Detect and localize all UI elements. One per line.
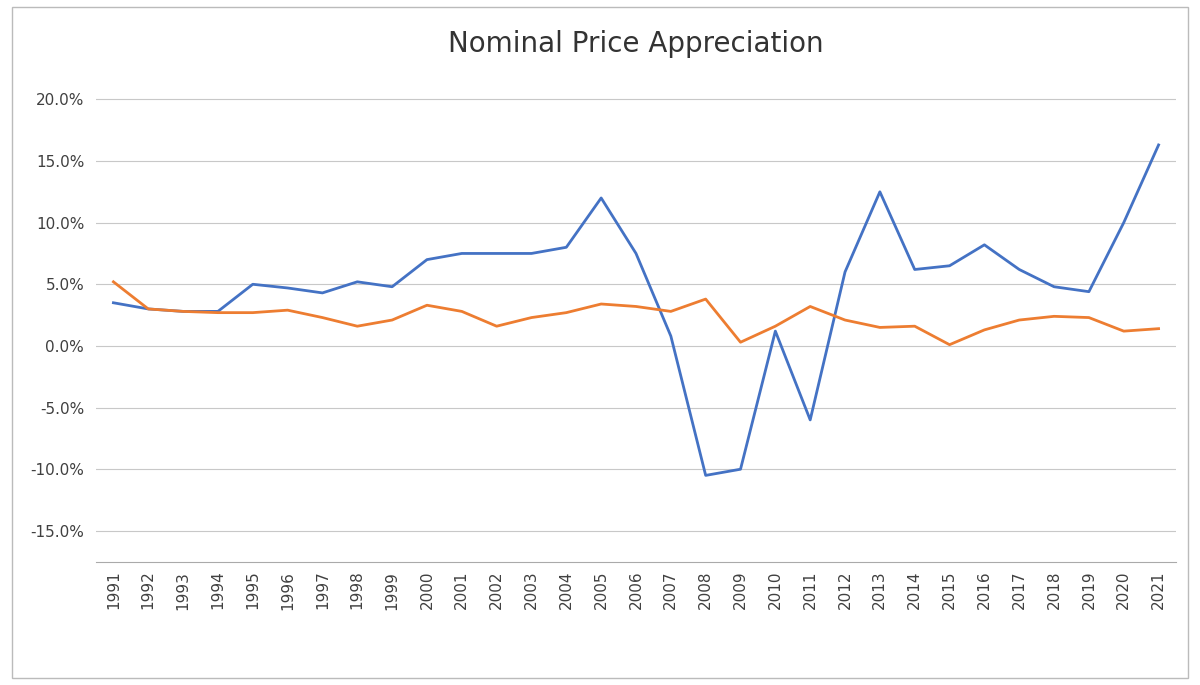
- CPI: [490, 322, 504, 330]
- Nominal Price Appreciation: [664, 332, 678, 340]
- CPI: [455, 308, 469, 316]
- Nominal Price Appreciation: [316, 289, 330, 297]
- CPI: [1116, 327, 1130, 335]
- Nominal Price Appreciation: [629, 249, 643, 258]
- CPI: [1081, 314, 1096, 322]
- Nominal Price Appreciation: [768, 327, 782, 335]
- Nominal Price Appreciation: [1081, 288, 1096, 296]
- Nominal Price Appreciation: [420, 256, 434, 264]
- CPI: [872, 323, 887, 332]
- Nominal Price Appreciation: [733, 465, 748, 473]
- CPI: [107, 277, 121, 286]
- CPI: [142, 305, 156, 313]
- CPI: [594, 300, 608, 308]
- Nominal Price Appreciation: [698, 471, 713, 480]
- Nominal Price Appreciation: [907, 265, 922, 273]
- CPI: [907, 322, 922, 330]
- Line: CPI: CPI: [114, 282, 1158, 345]
- Nominal Price Appreciation: [942, 262, 956, 270]
- CPI: [385, 316, 400, 324]
- CPI: [246, 308, 260, 316]
- Nominal Price Appreciation: [281, 284, 295, 292]
- CPI: [281, 306, 295, 314]
- CPI: [768, 322, 782, 330]
- CPI: [977, 326, 991, 334]
- CPI: [1012, 316, 1026, 324]
- CPI: [350, 322, 365, 330]
- Title: Nominal Price Appreciation: Nominal Price Appreciation: [448, 30, 824, 58]
- Nominal Price Appreciation: [455, 249, 469, 258]
- Nominal Price Appreciation: [107, 299, 121, 307]
- CPI: [559, 308, 574, 316]
- CPI: [1151, 325, 1165, 333]
- Nominal Price Appreciation: [1116, 219, 1130, 227]
- CPI: [664, 308, 678, 316]
- Nominal Price Appreciation: [385, 283, 400, 291]
- CPI: [420, 301, 434, 310]
- CPI: [698, 295, 713, 303]
- Nominal Price Appreciation: [246, 280, 260, 288]
- Nominal Price Appreciation: [803, 416, 817, 424]
- CPI: [629, 302, 643, 310]
- Nominal Price Appreciation: [211, 308, 226, 316]
- Nominal Price Appreciation: [350, 277, 365, 286]
- Nominal Price Appreciation: [1046, 283, 1061, 291]
- CPI: [1046, 312, 1061, 321]
- CPI: [838, 316, 852, 324]
- Nominal Price Appreciation: [977, 240, 991, 249]
- Nominal Price Appreciation: [1151, 141, 1165, 149]
- Nominal Price Appreciation: [1012, 265, 1026, 273]
- Line: Nominal Price Appreciation: Nominal Price Appreciation: [114, 145, 1158, 475]
- Legend: CPI, Nominal Price Appreciation: CPI, Nominal Price Appreciation: [442, 679, 830, 685]
- Nominal Price Appreciation: [559, 243, 574, 251]
- Nominal Price Appreciation: [594, 194, 608, 202]
- Nominal Price Appreciation: [176, 308, 191, 316]
- CPI: [733, 338, 748, 347]
- Nominal Price Appreciation: [872, 188, 887, 196]
- CPI: [942, 340, 956, 349]
- CPI: [524, 314, 539, 322]
- Nominal Price Appreciation: [142, 305, 156, 313]
- Nominal Price Appreciation: [838, 268, 852, 276]
- CPI: [803, 302, 817, 310]
- Nominal Price Appreciation: [524, 249, 539, 258]
- Nominal Price Appreciation: [490, 249, 504, 258]
- CPI: [176, 308, 191, 316]
- CPI: [211, 308, 226, 316]
- CPI: [316, 314, 330, 322]
